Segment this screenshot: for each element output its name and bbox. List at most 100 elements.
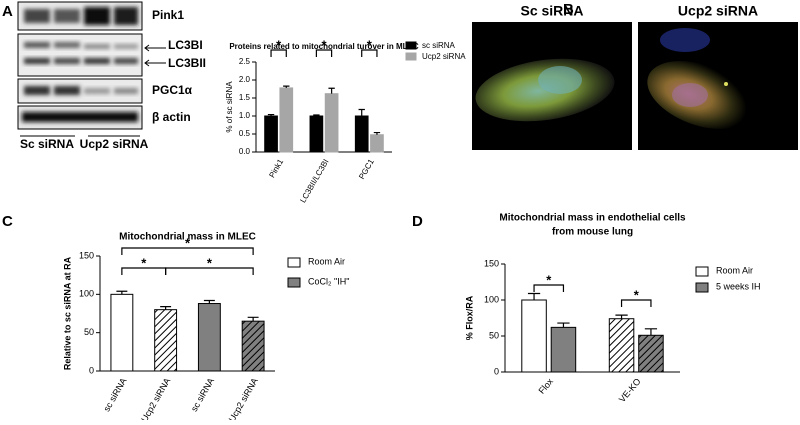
- y-axis-title: % Flox/RA: [464, 295, 474, 340]
- panel-letter: D: [412, 213, 423, 230]
- bar: [110, 293, 134, 372]
- legend-label: Room Air: [716, 265, 753, 275]
- x-tick-label: sc siRNA: [101, 376, 128, 413]
- bar: [279, 87, 294, 153]
- panel-letter: A: [2, 3, 13, 20]
- y-tick-label: 50: [489, 330, 499, 340]
- bar: [521, 299, 547, 373]
- y-tick-label: 150: [484, 258, 499, 268]
- y-tick-label: 0: [494, 366, 499, 376]
- blot-label: Pink1: [152, 8, 184, 22]
- legend-label: Ucp2 siRNA: [422, 52, 466, 61]
- blot-label: β actin: [152, 110, 191, 124]
- legend-label: 5 weeks IH: [716, 281, 761, 291]
- bar: [550, 326, 577, 373]
- y-tick-label: 1.5: [239, 93, 251, 102]
- bar: [264, 115, 278, 153]
- legend-label: Room Air: [308, 256, 345, 266]
- y-tick-label: 2.0: [239, 75, 251, 84]
- significance-bracket: [270, 49, 287, 57]
- significance-star: *: [207, 255, 213, 270]
- significance-bracket: [315, 49, 333, 57]
- bar: [197, 303, 221, 372]
- blot-label: LC3BII: [168, 56, 206, 70]
- significance-star: *: [141, 255, 147, 270]
- significance-bracket: [361, 49, 378, 57]
- chart-title: Proteins related to mitochondrial turove…: [229, 42, 419, 51]
- error-bar: [527, 292, 541, 300]
- y-tick-label: 100: [79, 289, 94, 299]
- significance-bracket: [620, 299, 652, 307]
- error-bar: [116, 290, 128, 295]
- x-tick-label: Flox: [537, 376, 556, 396]
- error-bar: [373, 131, 381, 135]
- lane-label: Ucp2 siRNA: [80, 137, 149, 151]
- legend-swatch: [695, 266, 709, 277]
- y-tick-label: 150: [79, 250, 94, 260]
- legend-swatch: [405, 52, 417, 61]
- bar: [608, 318, 635, 373]
- x-tick-label: LC3BII/LC3BI: [298, 158, 330, 205]
- chart-title: from mouse lung: [552, 227, 633, 238]
- error-bar: [328, 87, 335, 94]
- significance-star: *: [321, 37, 327, 52]
- significance-bracket: [121, 247, 254, 255]
- y-axis-title: % of sc siRNA: [225, 81, 234, 133]
- significance-bracket: [533, 284, 565, 292]
- bar: [370, 134, 384, 153]
- error-bar: [283, 85, 290, 88]
- legend-swatch: [695, 282, 709, 293]
- panel-letter: B: [563, 1, 574, 18]
- significance-star: *: [634, 287, 640, 302]
- error-bar: [358, 108, 365, 116]
- error-bar: [160, 306, 172, 310]
- significance-star: *: [367, 37, 373, 52]
- x-tick-label: PGC1: [357, 157, 376, 181]
- blot-label: LC3BI: [168, 38, 203, 52]
- error-bar: [644, 328, 658, 336]
- y-tick-label: 100: [484, 294, 499, 304]
- x-tick-label: Ucp2 siRNA: [227, 376, 260, 420]
- bar: [154, 309, 178, 372]
- y-tick-label: 50: [84, 327, 94, 337]
- blot-label: PGC1α: [152, 83, 193, 97]
- error-bar: [557, 322, 570, 328]
- significance-star: *: [546, 272, 552, 287]
- significance-star: *: [276, 37, 282, 52]
- error-bar: [203, 299, 215, 304]
- error-bar: [615, 314, 628, 319]
- chart-title: Mitochondrial mass in MLEC: [119, 232, 256, 243]
- y-tick-label: 2.5: [239, 57, 251, 66]
- legend-label: sc siRNA: [422, 41, 456, 50]
- legend-swatch: [405, 41, 417, 50]
- lane-label: Sc siRNA: [20, 137, 74, 151]
- chart-title: Mitochondrial mass in endothelial cells: [499, 213, 686, 224]
- microscopy-images: [472, 22, 798, 150]
- bar: [638, 334, 664, 373]
- bar: [324, 93, 339, 153]
- y-tick-label: 1.0: [239, 111, 251, 120]
- significance-bracket: [165, 267, 254, 275]
- bar: [309, 115, 324, 153]
- image-label: Ucp2 siRNA: [678, 3, 758, 19]
- bar: [241, 320, 265, 372]
- legend-swatch: [287, 277, 301, 288]
- error-bar: [267, 113, 275, 116]
- western-blot: [17, 1, 166, 137]
- y-tick-label: 0.5: [239, 129, 251, 138]
- y-axis-title: Relative to sc siRNA at RA: [62, 256, 72, 370]
- panel-letter: C: [2, 213, 13, 230]
- x-tick-label: Pink1: [267, 157, 285, 179]
- image-label: Sc siRNA: [520, 3, 583, 19]
- error-bar: [313, 114, 320, 116]
- significance-star: *: [185, 235, 191, 250]
- y-tick-label: 0.0: [239, 147, 251, 156]
- y-tick-label: 0: [89, 365, 94, 375]
- x-tick-label: Ucp2 siRNA: [139, 376, 172, 420]
- error-bar: [247, 316, 259, 322]
- legend-swatch: [287, 257, 301, 268]
- bar: [354, 115, 369, 153]
- x-tick-label: sc siRNA: [189, 376, 216, 413]
- x-tick-label: VE-KO: [617, 376, 643, 404]
